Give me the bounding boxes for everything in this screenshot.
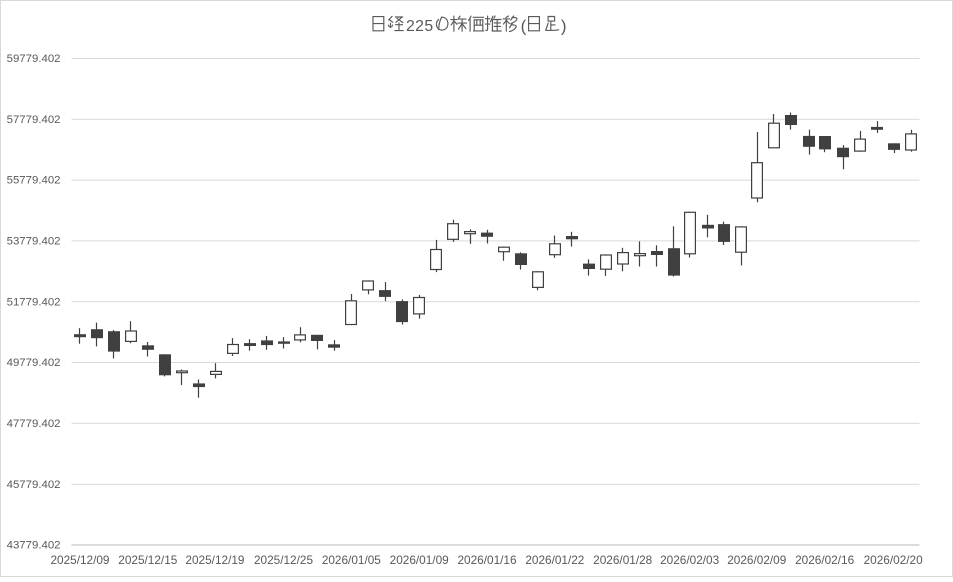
svg-text:2: 2 <box>415 18 424 35</box>
svg-text:51779.402: 51779.402 <box>7 296 61 308</box>
svg-text:2026/01/22: 2026/01/22 <box>525 553 584 567</box>
svg-text:2025/12/15: 2025/12/15 <box>118 553 177 567</box>
svg-text:2025/12/19: 2025/12/19 <box>185 553 244 567</box>
svg-text:2026/01/09: 2026/01/09 <box>390 553 449 567</box>
svg-text:55779.402: 55779.402 <box>7 175 61 187</box>
svg-text:49779.402: 49779.402 <box>7 357 61 369</box>
svg-text:2026/01/16: 2026/01/16 <box>457 553 516 567</box>
svg-text:2026/02/03: 2026/02/03 <box>660 553 719 567</box>
svg-text:(: ( <box>521 17 527 36</box>
svg-text:53779.402: 53779.402 <box>7 236 61 248</box>
svg-text:59779.402: 59779.402 <box>7 53 61 65</box>
svg-text:2026/02/20: 2026/02/20 <box>864 553 923 567</box>
svg-text:2026/02/09: 2026/02/09 <box>727 553 786 567</box>
svg-text:43779.402: 43779.402 <box>7 540 61 552</box>
svg-text:): ) <box>561 17 567 36</box>
svg-text:2026/01/28: 2026/01/28 <box>593 553 652 567</box>
svg-text:2026/02/16: 2026/02/16 <box>795 553 854 567</box>
svg-text:2025/12/09: 2025/12/09 <box>50 553 109 567</box>
svg-text:45779.402: 45779.402 <box>7 479 61 491</box>
svg-text:47779.402: 47779.402 <box>7 418 61 430</box>
svg-text:2025/12/25: 2025/12/25 <box>254 553 313 567</box>
svg-text:57779.402: 57779.402 <box>7 114 61 126</box>
svg-text:5: 5 <box>424 18 433 35</box>
svg-text:2: 2 <box>406 18 415 35</box>
svg-text:2026/01/05: 2026/01/05 <box>322 553 381 567</box>
